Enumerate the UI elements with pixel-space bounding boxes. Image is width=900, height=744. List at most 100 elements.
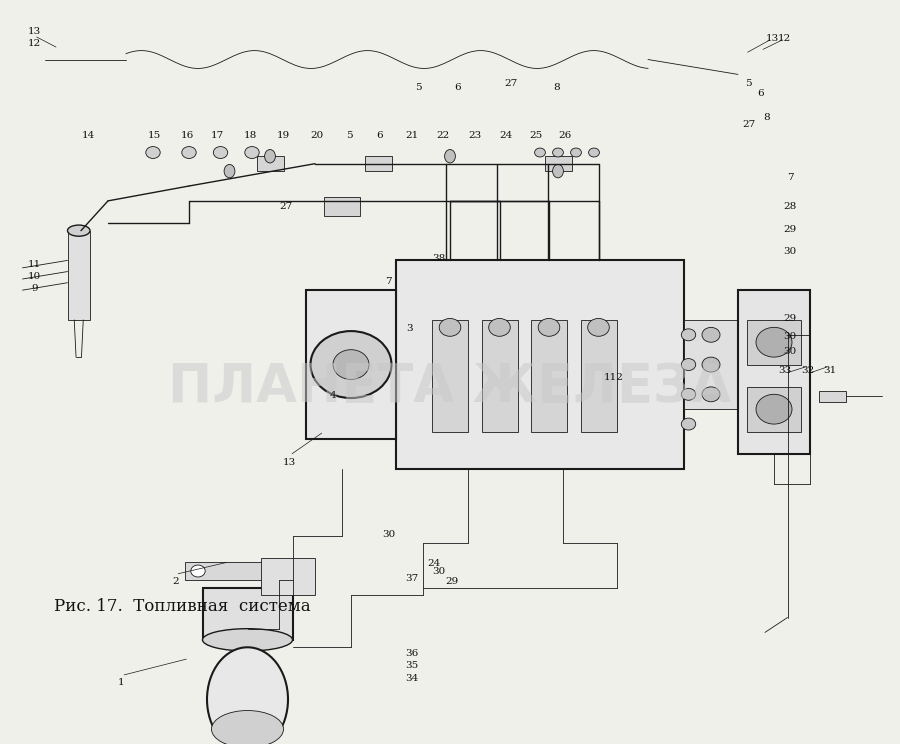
Text: 29: 29 bbox=[446, 577, 458, 586]
Ellipse shape bbox=[68, 225, 90, 237]
Text: 10: 10 bbox=[28, 272, 40, 281]
Text: 38: 38 bbox=[433, 254, 446, 263]
Bar bbox=[544, 156, 572, 171]
Bar bbox=[531, 320, 567, 432]
Text: 5: 5 bbox=[745, 79, 752, 88]
Circle shape bbox=[702, 387, 720, 402]
Text: 4: 4 bbox=[329, 391, 337, 400]
Text: 24: 24 bbox=[500, 131, 512, 140]
Text: 27: 27 bbox=[280, 202, 292, 211]
Text: 18: 18 bbox=[244, 131, 256, 140]
Text: 14: 14 bbox=[82, 131, 94, 140]
Circle shape bbox=[310, 331, 392, 398]
Text: 28: 28 bbox=[784, 202, 796, 211]
Circle shape bbox=[702, 327, 720, 342]
Text: 8: 8 bbox=[763, 113, 770, 122]
Text: 35: 35 bbox=[406, 661, 419, 670]
Text: 26: 26 bbox=[559, 131, 572, 140]
Bar bbox=[68, 231, 90, 320]
Text: 12: 12 bbox=[28, 39, 40, 48]
Circle shape bbox=[333, 350, 369, 379]
Text: ПЛАНЕТА ЖЕЛЕЗА: ПЛАНЕТА ЖЕЛЕЗА bbox=[168, 361, 732, 413]
Text: 27: 27 bbox=[742, 121, 755, 129]
Text: 17: 17 bbox=[212, 131, 224, 140]
Bar bbox=[747, 320, 801, 365]
Circle shape bbox=[681, 388, 696, 400]
Text: 7: 7 bbox=[787, 173, 794, 182]
Circle shape bbox=[439, 318, 461, 336]
Circle shape bbox=[245, 147, 259, 158]
Circle shape bbox=[588, 318, 609, 336]
Text: 30: 30 bbox=[784, 247, 796, 256]
Bar bbox=[364, 156, 392, 171]
Circle shape bbox=[538, 318, 560, 336]
Text: 1: 1 bbox=[118, 679, 125, 687]
Text: 112: 112 bbox=[604, 373, 624, 382]
Ellipse shape bbox=[212, 711, 284, 744]
Circle shape bbox=[681, 329, 696, 341]
Text: 6: 6 bbox=[757, 89, 764, 98]
Text: 22: 22 bbox=[436, 131, 449, 140]
Text: 25: 25 bbox=[529, 131, 542, 140]
Text: 23: 23 bbox=[469, 131, 482, 140]
Text: 30: 30 bbox=[784, 332, 796, 341]
Circle shape bbox=[535, 148, 545, 157]
Text: 15: 15 bbox=[148, 131, 161, 140]
Text: 20: 20 bbox=[310, 131, 323, 140]
Text: 21: 21 bbox=[406, 131, 419, 140]
Text: 29: 29 bbox=[784, 314, 796, 323]
Bar bbox=[747, 387, 801, 432]
Text: 32: 32 bbox=[802, 366, 814, 375]
Text: 6: 6 bbox=[376, 131, 383, 140]
Text: 5: 5 bbox=[346, 131, 353, 140]
Text: 30: 30 bbox=[784, 347, 796, 356]
Circle shape bbox=[191, 565, 205, 577]
Text: 11: 11 bbox=[28, 260, 40, 269]
Text: 30: 30 bbox=[382, 530, 395, 539]
Text: 6: 6 bbox=[454, 83, 461, 92]
Text: 16: 16 bbox=[181, 131, 194, 140]
Bar bbox=[261, 558, 315, 595]
Circle shape bbox=[702, 357, 720, 372]
Circle shape bbox=[589, 148, 599, 157]
Bar bbox=[396, 260, 684, 469]
Text: 12: 12 bbox=[778, 34, 791, 43]
Ellipse shape bbox=[202, 629, 292, 651]
Text: 37: 37 bbox=[406, 574, 419, 583]
Circle shape bbox=[213, 147, 228, 158]
Text: 19: 19 bbox=[277, 131, 290, 140]
Text: 31: 31 bbox=[824, 366, 836, 375]
Circle shape bbox=[681, 359, 696, 371]
Text: 8: 8 bbox=[553, 83, 560, 92]
Bar bbox=[580, 320, 616, 432]
Circle shape bbox=[553, 148, 563, 157]
Text: 13: 13 bbox=[28, 27, 40, 36]
Text: 34: 34 bbox=[406, 674, 419, 683]
Ellipse shape bbox=[207, 647, 288, 744]
Text: 33: 33 bbox=[778, 366, 791, 375]
Text: 2: 2 bbox=[172, 577, 179, 586]
Text: 27: 27 bbox=[505, 79, 518, 88]
Bar bbox=[306, 290, 396, 439]
Text: 7: 7 bbox=[385, 277, 392, 286]
Ellipse shape bbox=[445, 150, 455, 163]
Text: 13: 13 bbox=[284, 458, 296, 467]
Bar bbox=[432, 320, 468, 432]
Circle shape bbox=[290, 565, 304, 577]
Bar bbox=[256, 156, 284, 171]
Text: 9: 9 bbox=[31, 284, 38, 293]
Bar bbox=[482, 320, 517, 432]
Circle shape bbox=[571, 148, 581, 157]
Ellipse shape bbox=[265, 150, 275, 163]
Text: Рис. 17.  Топливная  система: Рис. 17. Топливная система bbox=[54, 598, 310, 615]
Circle shape bbox=[756, 327, 792, 357]
Text: 36: 36 bbox=[406, 649, 419, 658]
Text: 24: 24 bbox=[428, 559, 440, 568]
Bar bbox=[184, 562, 310, 580]
Bar bbox=[738, 290, 810, 454]
Ellipse shape bbox=[553, 164, 563, 178]
Text: 30: 30 bbox=[433, 567, 446, 576]
Circle shape bbox=[182, 147, 196, 158]
Bar bbox=[324, 197, 360, 216]
Text: 13: 13 bbox=[766, 34, 778, 43]
